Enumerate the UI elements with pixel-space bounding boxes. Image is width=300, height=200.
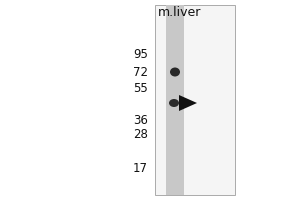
- Text: 28: 28: [133, 129, 148, 142]
- Text: 17: 17: [133, 162, 148, 174]
- Bar: [166, 5, 184, 195]
- Text: m.liver: m.liver: [158, 5, 202, 19]
- Text: 36: 36: [133, 114, 148, 127]
- Text: 95: 95: [133, 48, 148, 62]
- Text: 55: 55: [133, 82, 148, 95]
- Ellipse shape: [169, 99, 179, 107]
- Text: 72: 72: [133, 66, 148, 78]
- Polygon shape: [179, 95, 197, 111]
- Bar: [155, 5, 235, 195]
- Ellipse shape: [170, 68, 180, 76]
